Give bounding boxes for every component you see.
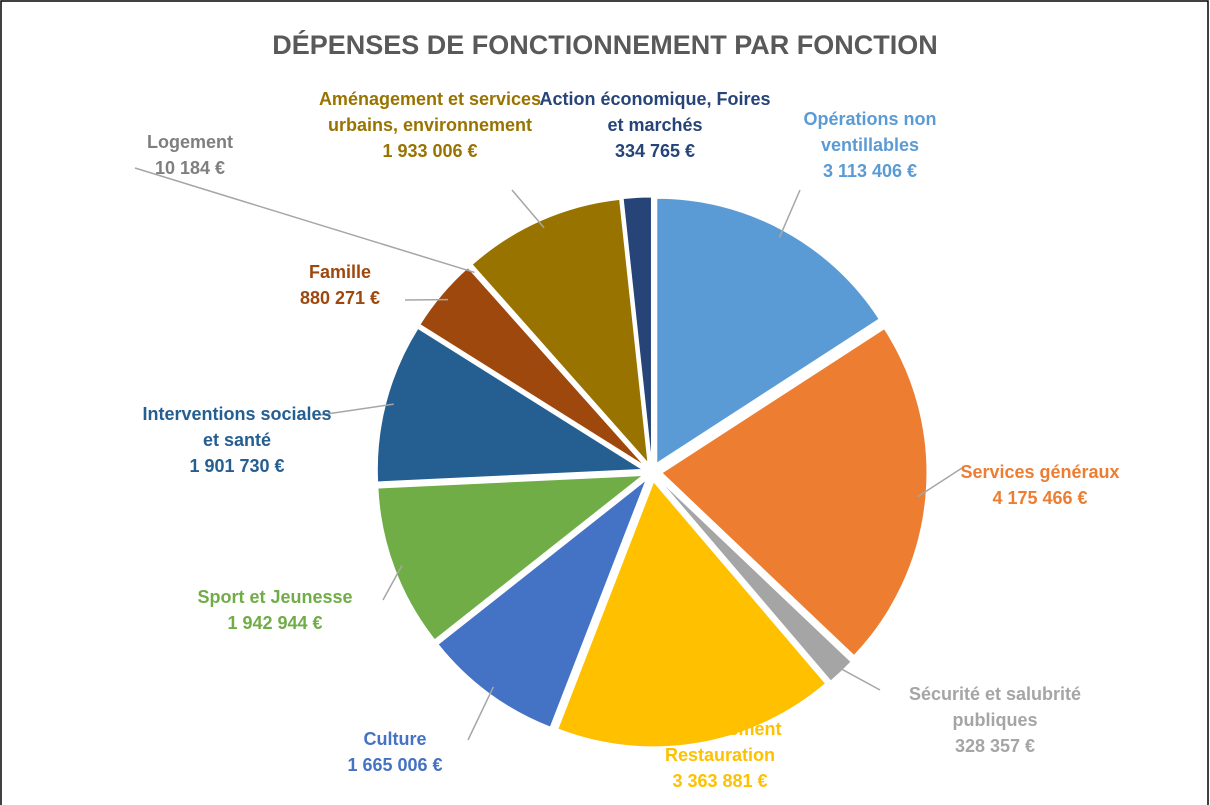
data-label: Action économique, Foires et marchés 334 …	[535, 86, 775, 164]
leader-line	[511, 189, 545, 229]
category-label: Logement	[146, 132, 233, 152]
value-label: 880 271 €	[299, 288, 381, 308]
data-label: Services généraux 4 175 466 €	[940, 459, 1140, 511]
leader-line	[778, 189, 801, 238]
value-label: 1 942 944 €	[227, 613, 323, 633]
pie-slice	[471, 198, 649, 465]
category-label: Sport et Jeunesse	[197, 587, 353, 607]
value-label: 3 113 406 €	[822, 161, 918, 181]
value-label: 334 765 €	[614, 141, 696, 161]
value-label: 4 175 466 €	[992, 488, 1088, 508]
data-label: Logement 10 184 €	[120, 129, 260, 181]
leader-line	[467, 686, 495, 741]
category-label: Famille	[308, 262, 372, 282]
value-label: 1 901 730 €	[189, 456, 285, 476]
pie-slice	[468, 265, 646, 465]
chart-title: DÉPENSES DE FONCTIONNEMENT PAR FONCTION	[272, 30, 938, 60]
value-label: 328 357 €	[954, 736, 1036, 756]
category-label: Services généraux	[960, 462, 1120, 482]
data-label: Enseignement Restauration 3 363 881 €	[620, 716, 820, 794]
pie-slice	[377, 474, 645, 641]
pie-slice	[419, 267, 645, 466]
category-label: Opérations non ventillables	[803, 109, 937, 155]
data-label: Aménagement et services urbains, environ…	[310, 86, 550, 164]
leader-line	[319, 403, 394, 416]
data-label: Sport et Jeunesse 1 942 944 €	[165, 584, 385, 636]
leader-line	[917, 467, 963, 498]
data-label: Famille 880 271 €	[270, 259, 410, 311]
category-label: Culture	[363, 729, 427, 749]
pie-slice	[376, 327, 644, 483]
category-label: Action économique, Foires et marchés	[539, 89, 771, 135]
value-label: 3 363 881 €	[672, 771, 768, 791]
pie-slice	[661, 328, 928, 657]
leader-line	[134, 167, 475, 274]
category-label: Interventions sociales et santé	[142, 404, 332, 450]
leader-line	[835, 665, 881, 691]
data-label: Opérations non ventillables 3 113 406 €	[770, 106, 970, 184]
data-label: Sécurité et salubrité publiques 328 357 €	[875, 681, 1115, 759]
data-label: Culture 1 665 006 €	[315, 726, 475, 778]
value-label: 1 933 006 €	[382, 141, 478, 161]
pie-slice	[622, 196, 652, 463]
data-label: Interventions sociales et santé 1 901 730…	[137, 401, 337, 479]
pie-slice	[557, 480, 827, 748]
leader-line	[382, 565, 403, 601]
pie-slice	[658, 478, 852, 682]
pie-slice	[437, 478, 648, 728]
category-label: Sécurité et salubrité publiques	[908, 684, 1082, 730]
value-label: 1 665 006 €	[347, 755, 443, 775]
value-label: 10 184 €	[154, 158, 226, 178]
category-label: Enseignement Restauration	[658, 719, 782, 765]
category-label: Aménagement et services urbains, environ…	[318, 89, 542, 135]
